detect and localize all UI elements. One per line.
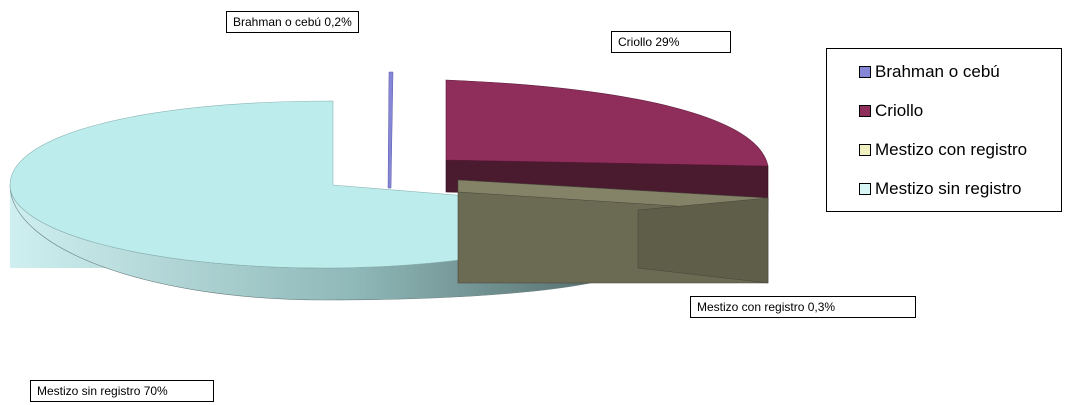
legend-swatch-mestizo-con-registro (859, 144, 871, 156)
data-label-mestizo-sin-registro: Mestizo sin registro 70% (30, 380, 214, 402)
legend-label-mestizo-sin-registro: Mestizo sin registro (875, 179, 1022, 198)
legend: Brahman o cebú Criollo Mestizo con regis… (826, 48, 1062, 212)
slice-brahman-o-cebu (387, 71, 394, 189)
legend-item-criollo: Criollo (859, 101, 923, 121)
legend-item-mestizo-con-registro: Mestizo con registro (859, 140, 1027, 160)
slice-top-criollo (445, 79, 769, 167)
legend-swatch-brahman-o-cebu (859, 66, 871, 78)
legend-swatch-criollo (859, 105, 871, 117)
slice-edge-mestizo-con-registro (637, 197, 769, 284)
legend-item-mestizo-sin-registro: Mestizo sin registro (859, 179, 1021, 199)
data-label-brahman-o-cebu: Brahman o cebú 0,2% (226, 11, 359, 33)
legend-swatch-mestizo-sin-registro (859, 183, 871, 195)
legend-label-criollo: Criollo (875, 101, 924, 120)
data-label-mestizo-con-registro: Mestizo con registro 0,3% (690, 296, 916, 318)
legend-item-brahman-o-cebu: Brahman o cebú (859, 62, 1000, 82)
legend-label-mestizo-con-registro: Mestizo con registro (875, 140, 1028, 159)
legend-label-brahman-o-cebu: Brahman o cebú (875, 62, 1000, 81)
data-label-criollo: Criollo 29% (611, 31, 731, 53)
